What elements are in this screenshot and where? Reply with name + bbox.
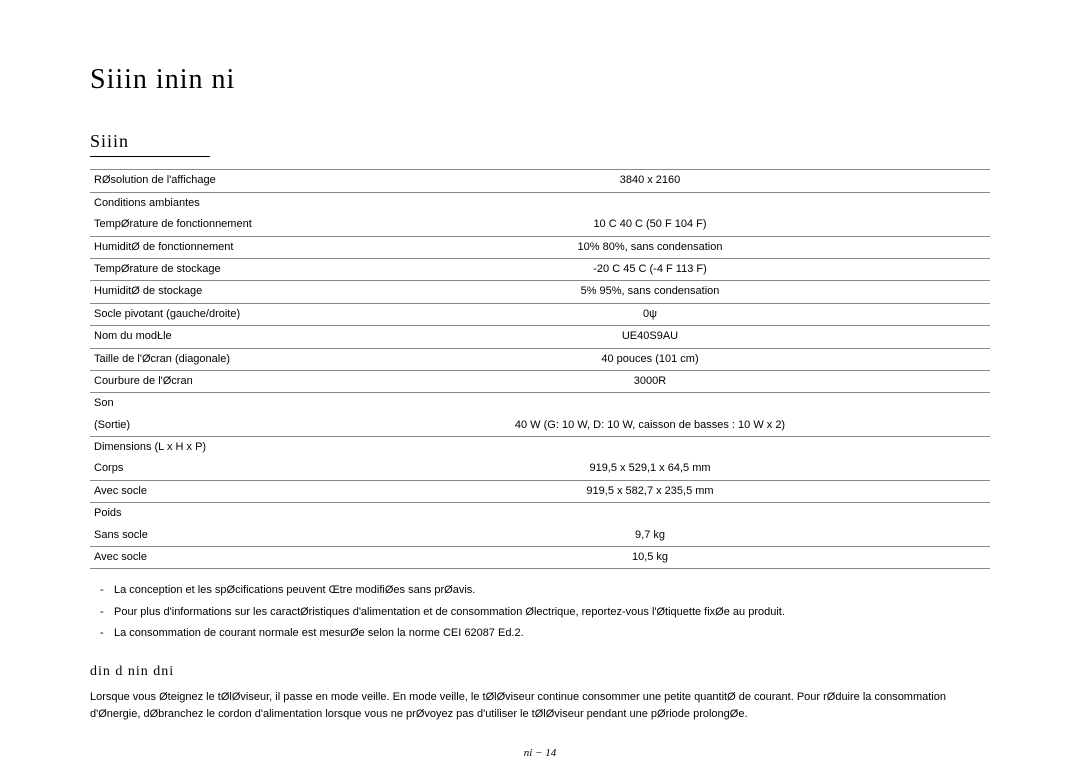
- spec-table: RØsolution de l'affichage3840 x 2160Cond…: [90, 169, 990, 569]
- table-row: (Sortie)40 W (G: 10 W, D: 10 W, caisson …: [90, 415, 990, 437]
- notes-list: La conception et les spØcifications peuv…: [90, 583, 990, 641]
- spec-value: 919,5 x 529,1 x 64,5 mm: [310, 458, 990, 480]
- spec-label: Socle pivotant (gauche/droite): [90, 303, 310, 325]
- table-row: Sans socle9,7 kg: [90, 525, 990, 547]
- table-row: TempØrature de stockage-20 C 45 C (-4 F …: [90, 258, 990, 280]
- table-row: HumiditØ de stockage5% 95%, sans condens…: [90, 281, 990, 303]
- spec-value: 10% 80%, sans condensation: [310, 236, 990, 258]
- table-row: Dimensions (L x H x P): [90, 437, 990, 459]
- spec-label: TempØrature de fonctionnement: [90, 214, 310, 236]
- spec-value: [310, 437, 990, 459]
- spec-label: Dimensions (L x H x P): [90, 437, 310, 459]
- spec-label: HumiditØ de fonctionnement: [90, 236, 310, 258]
- spec-label: Poids: [90, 503, 310, 525]
- table-row: Socle pivotant (gauche/droite)0ψ: [90, 303, 990, 325]
- table-row: Avec socle919,5 x 582,7 x 235,5 mm: [90, 480, 990, 502]
- spec-value: 10,5 kg: [310, 547, 990, 569]
- main-heading: Siiin inin ni: [90, 60, 990, 99]
- spec-value: 0ψ: [310, 303, 990, 325]
- table-row: Nom du modŁleUE40S9AU: [90, 326, 990, 348]
- table-row: HumiditØ de fonctionnement10% 80%, sans …: [90, 236, 990, 258]
- spec-label: (Sortie): [90, 415, 310, 437]
- spec-value: [310, 503, 990, 525]
- table-row: Taille de l'Øcran (diagonale)40 pouces (…: [90, 348, 990, 370]
- spec-label: Avec socle: [90, 480, 310, 502]
- body-paragraph: Lorsque vous Øteignez le tØlØviseur, il …: [90, 689, 990, 722]
- spec-value: 919,5 x 582,7 x 235,5 mm: [310, 480, 990, 502]
- table-row: RØsolution de l'affichage3840 x 2160: [90, 170, 990, 192]
- note-item: La consommation de courant normale est m…: [100, 626, 990, 641]
- spec-label: Taille de l'Øcran (diagonale): [90, 348, 310, 370]
- spec-label: Conditions ambiantes: [90, 192, 310, 214]
- table-row: Conditions ambiantes: [90, 192, 990, 214]
- table-row: Avec socle10,5 kg: [90, 547, 990, 569]
- spec-label: TempØrature de stockage: [90, 258, 310, 280]
- sub-heading: Siiin: [90, 129, 210, 157]
- spec-label: HumiditØ de stockage: [90, 281, 310, 303]
- spec-value: [310, 393, 990, 415]
- spec-value: -20 C 45 C (-4 F 113 F): [310, 258, 990, 280]
- spec-label: Corps: [90, 458, 310, 480]
- spec-value: 40 pouces (101 cm): [310, 348, 990, 370]
- spec-value: 3000R: [310, 370, 990, 392]
- spec-label: Avec socle: [90, 547, 310, 569]
- spec-value: [310, 192, 990, 214]
- section-sub-heading: din d nin dni: [90, 662, 990, 682]
- spec-label: Nom du modŁle: [90, 326, 310, 348]
- table-row: TempØrature de fonctionnement10 C 40 C (…: [90, 214, 990, 236]
- table-row: Son: [90, 393, 990, 415]
- note-item: La conception et les spØcifications peuv…: [100, 583, 990, 598]
- spec-label: Sans socle: [90, 525, 310, 547]
- spec-label: Courbure de l'Øcran: [90, 370, 310, 392]
- spec-label: RØsolution de l'affichage: [90, 170, 310, 192]
- spec-value: 5% 95%, sans condensation: [310, 281, 990, 303]
- table-row: Corps919,5 x 529,1 x 64,5 mm: [90, 458, 990, 480]
- spec-value: 9,7 kg: [310, 525, 990, 547]
- spec-value: 10 C 40 C (50 F 104 F): [310, 214, 990, 236]
- note-item: Pour plus d'informations sur les caractØ…: [100, 605, 990, 620]
- table-row: Courbure de l'Øcran3000R: [90, 370, 990, 392]
- spec-value: 40 W (G: 10 W, D: 10 W, caisson de basse…: [310, 415, 990, 437]
- page-footer: ni − 14: [90, 746, 990, 761]
- table-row: Poids: [90, 503, 990, 525]
- spec-value: 3840 x 2160: [310, 170, 990, 192]
- spec-value: UE40S9AU: [310, 326, 990, 348]
- spec-label: Son: [90, 393, 310, 415]
